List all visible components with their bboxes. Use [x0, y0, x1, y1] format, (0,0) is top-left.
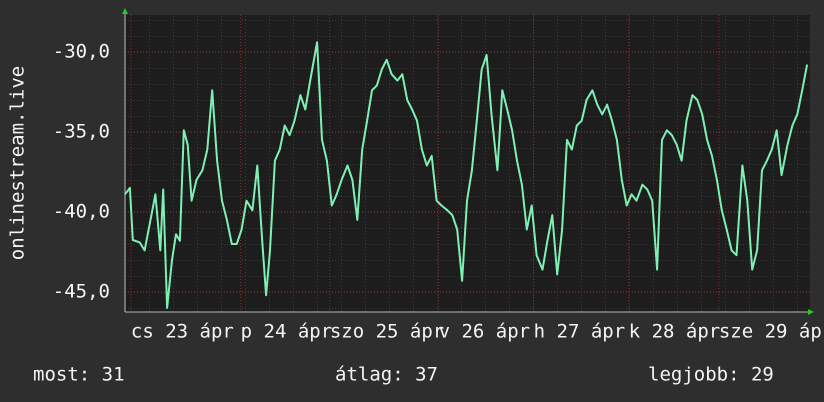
- x-arrow: [808, 309, 814, 315]
- lines: [124, 41, 809, 309]
- y-axis-label: onlinestream.live: [7, 66, 29, 260]
- grid: [125, 15, 810, 312]
- minor-grid: [125, 15, 810, 312]
- x-tick-label: sze 29 ápr: [719, 321, 824, 343]
- data-line: [124, 41, 809, 309]
- x-tick-label: cs 23 ápr: [131, 321, 234, 343]
- x-tick-label: k 28 ápr: [629, 321, 721, 343]
- footer-best: legjobb: 29: [648, 364, 774, 386]
- x-tick-label: v 26 ápr: [439, 321, 531, 343]
- footer-average: átlag: 37: [335, 364, 438, 386]
- x-tick-label: p 24 ápr: [241, 321, 333, 343]
- x-tick-label: h 27 ápr: [534, 321, 626, 343]
- y-tick-label: -40,0: [53, 200, 110, 222]
- y-tick-label: -45,0: [53, 280, 110, 302]
- y-tick-label: -30,0: [53, 40, 110, 62]
- y-tick-label: -35,0: [53, 120, 110, 142]
- x-tick-label: szo 25 ápr: [330, 321, 444, 343]
- y-arrow: [122, 8, 128, 14]
- labels: -30,0 -35,0 -40,0 -45,0 cs 23 ápr p 24 áprszo…: [53, 40, 824, 342]
- footer-current: most: 31: [33, 364, 125, 386]
